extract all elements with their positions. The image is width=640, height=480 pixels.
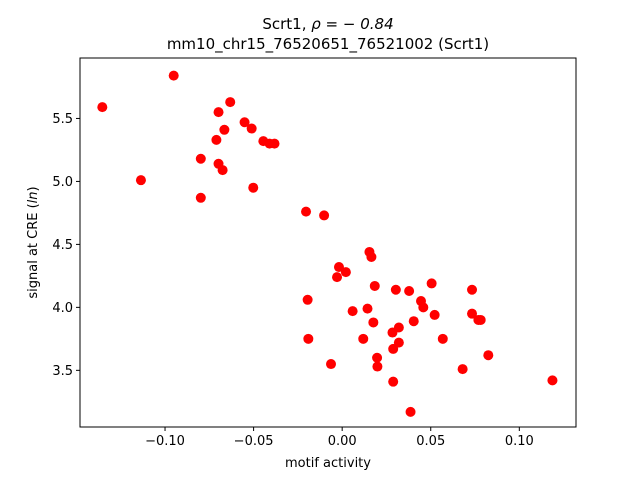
x-tick-label: −0.10 (145, 434, 185, 449)
chart-title-rho: ρ = − 0.84 (311, 15, 393, 33)
data-point (213, 107, 224, 118)
plot-frame (79, 57, 577, 428)
data-point (246, 123, 257, 134)
data-point (332, 272, 343, 283)
data-points (97, 70, 558, 417)
x-tick-label: −0.05 (234, 434, 274, 449)
data-point (366, 251, 377, 262)
data-point (388, 376, 399, 387)
data-point (217, 165, 228, 176)
data-point (429, 309, 440, 320)
data-point (219, 124, 230, 135)
data-point (467, 284, 478, 295)
x-tick-label: 0.05 (416, 434, 445, 449)
data-point (225, 97, 236, 108)
y-axis-label-close: ) (26, 186, 41, 191)
data-point (372, 361, 383, 372)
data-point (457, 364, 468, 375)
x-tick-label: 0.00 (328, 434, 357, 449)
data-point (483, 350, 494, 361)
data-point (211, 134, 222, 145)
y-axis-label-main: signal at CRE ( (26, 203, 41, 298)
data-point (319, 210, 330, 221)
data-point (437, 333, 448, 344)
y-axis-ticks: 3.5 4.0 4.5 5.0 5.5 (52, 112, 80, 379)
data-point (372, 352, 383, 363)
data-point (362, 303, 373, 314)
data-point (302, 294, 313, 305)
data-point (404, 285, 415, 296)
data-point (408, 316, 419, 327)
data-point (301, 206, 312, 217)
data-point (303, 333, 314, 344)
y-axis-label-ln: ln (26, 191, 41, 203)
data-point (418, 302, 429, 313)
y-axis-label: signal at CRE (ln) (26, 186, 41, 298)
data-point (195, 192, 206, 203)
x-tick-label: 0.10 (505, 434, 534, 449)
data-point (347, 306, 358, 317)
chart-title-gene: Scrt1, (262, 15, 311, 33)
data-point (393, 337, 404, 348)
y-tick-label: 4.0 (52, 301, 73, 316)
data-point (239, 117, 250, 128)
data-point (97, 102, 108, 113)
data-point (333, 262, 344, 273)
x-axis-ticks: −0.10 −0.05 0.00 0.05 0.10 (145, 427, 534, 449)
data-point (467, 308, 478, 319)
data-point (393, 322, 404, 333)
data-point (475, 314, 486, 325)
data-point (269, 138, 280, 149)
data-point (358, 333, 369, 344)
data-point (168, 70, 179, 81)
chart-title-line2: mm10_chr15_76520651_76521002 (Scrt1) (167, 35, 489, 54)
y-tick-label: 5.0 (52, 175, 73, 190)
data-point (390, 284, 401, 295)
data-point (368, 317, 379, 328)
y-tick-label: 5.5 (52, 112, 73, 127)
x-axis-label: motif activity (285, 456, 371, 471)
data-point (248, 182, 259, 193)
chart-title-line1: Scrt1, ρ = − 0.84 (262, 15, 393, 33)
data-point (426, 278, 437, 289)
data-point (369, 280, 380, 291)
data-point (547, 375, 558, 386)
data-point (340, 267, 351, 278)
data-point (326, 359, 337, 370)
data-point (405, 406, 416, 417)
y-tick-label: 3.5 (52, 364, 73, 379)
data-point (195, 153, 206, 164)
y-tick-label: 4.5 (52, 238, 73, 253)
data-point (135, 175, 146, 186)
